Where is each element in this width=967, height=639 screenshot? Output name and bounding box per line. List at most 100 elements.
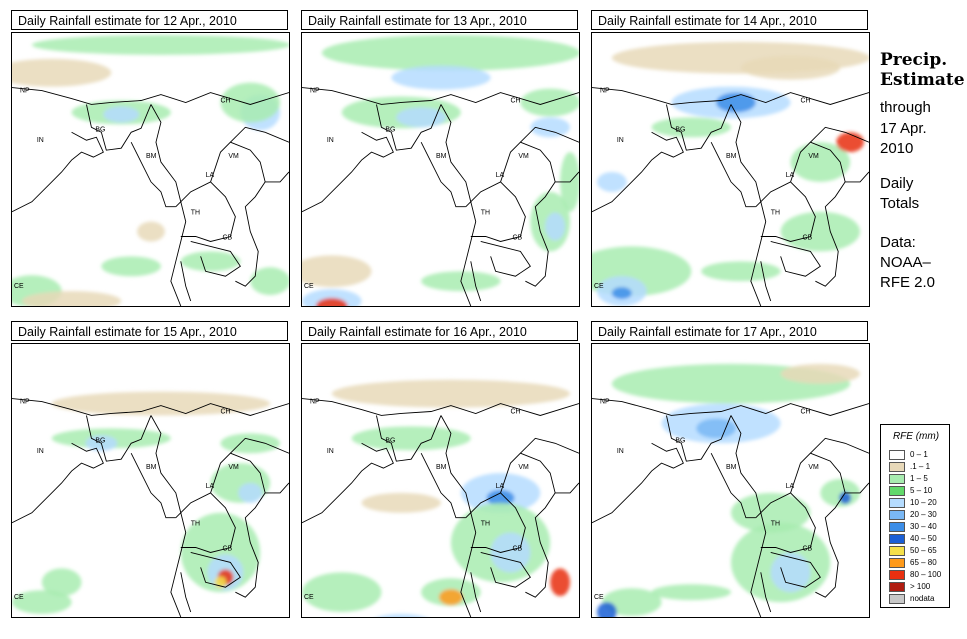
country-label-ce: CE <box>14 594 24 601</box>
country-label-ce: CE <box>304 594 314 601</box>
panel-title: Daily Rainfall estimate for 12 Apr., 201… <box>11 10 288 30</box>
country-label-cb: CB <box>512 234 522 241</box>
map-canvas: NP CH BG IN BM VM LA TH CB CE <box>12 391 289 617</box>
country-border <box>180 261 192 302</box>
country-label-la: LA <box>206 483 215 490</box>
country-label-th: TH <box>191 210 200 217</box>
country-label-bm: BM <box>726 464 737 471</box>
legend-swatch <box>889 557 905 568</box>
country-border <box>760 492 816 553</box>
country-label-np: NP <box>20 399 30 406</box>
country-border <box>592 398 869 416</box>
country-label-ce: CE <box>594 283 604 290</box>
legend-label: .1 – 1 <box>910 462 931 471</box>
country-border <box>302 87 579 105</box>
legend-swatch <box>889 509 905 520</box>
country-label-bg: BG <box>675 437 685 444</box>
country-border <box>760 572 772 613</box>
country-label-th: TH <box>191 521 200 528</box>
country-label-ch: CH <box>220 97 230 104</box>
country-border <box>180 492 236 553</box>
country-label-cb: CB <box>512 545 522 552</box>
country-label-np: NP <box>310 88 320 95</box>
legend-swatch <box>889 581 905 592</box>
country-label-in: IN <box>617 448 624 455</box>
country-label-bm: BM <box>726 153 737 160</box>
country-border <box>86 415 152 462</box>
country-border <box>230 437 289 454</box>
rainfall-area <box>601 588 662 617</box>
country-label-vm: VM <box>228 464 239 471</box>
country-border <box>265 482 289 494</box>
legend-item: 40 – 50 <box>889 533 937 545</box>
rainfall-area <box>730 492 811 533</box>
country-label-bg: BG <box>385 437 395 444</box>
country-border <box>150 415 187 617</box>
country-border <box>710 142 756 208</box>
legend-swatch <box>889 521 905 532</box>
legend-label: 40 – 50 <box>910 534 937 543</box>
country-border <box>12 131 104 213</box>
side-data-line2: NOAA– <box>880 254 931 271</box>
country-border <box>810 126 869 143</box>
country-border <box>130 453 176 519</box>
rfe-legend: RFE (mm) 0 – 1 .1 – 1 1 – 5 5 – 10 10 – 20 20… <box>880 424 950 608</box>
side-title-line1: Precip. <box>880 50 948 70</box>
country-label-in: IN <box>327 448 334 455</box>
rainfall-area <box>41 568 82 597</box>
side-date: 17 Apr. 2010 <box>880 119 927 159</box>
country-border <box>845 171 869 183</box>
country-label-np: NP <box>310 399 320 406</box>
country-border <box>470 261 482 302</box>
side-through: through <box>880 99 931 116</box>
country-border <box>555 171 579 183</box>
rainfall-area <box>31 34 289 55</box>
country-label-in: IN <box>37 137 44 144</box>
rainfall-area <box>770 552 811 593</box>
map-canvas: NP CH BG IN BM VM LA TH CB CE <box>302 34 579 306</box>
country-label-la: LA <box>206 172 215 179</box>
country-label-ce: CE <box>304 283 314 290</box>
rainfall-area <box>530 117 571 138</box>
legend-label: nodata <box>910 594 935 603</box>
country-borders <box>302 398 579 617</box>
rainfall-map: NP CH BG IN BM VM LA TH CB CE <box>301 32 580 307</box>
legend-item: 5 – 10 <box>889 485 932 497</box>
legend-item: 20 – 30 <box>889 509 937 521</box>
rainfall-map: NP CH BG IN BM VM LA TH CB CE <box>591 343 870 618</box>
country-border <box>480 241 531 277</box>
country-border <box>150 104 187 306</box>
rainfall-map: NP CH BG IN BM VM LA TH CB CE <box>11 32 290 307</box>
rainfall-area <box>550 568 571 597</box>
legend-swatch <box>889 497 905 508</box>
rainfall-area <box>611 287 632 300</box>
country-border <box>755 452 846 598</box>
rainfall-area <box>103 106 140 123</box>
map-canvas: NP CH BG IN BM VM LA TH CB CE <box>12 34 289 306</box>
country-label-in: IN <box>617 137 624 144</box>
country-label-la: LA <box>496 483 505 490</box>
country-label-cb: CB <box>222 234 232 241</box>
rainfall-area <box>545 212 566 241</box>
rainfall-area <box>331 379 571 408</box>
country-borders <box>302 87 579 306</box>
legend-swatch <box>889 533 905 544</box>
side-data-line1: Data: <box>880 234 916 251</box>
country-label-ce: CE <box>594 594 604 601</box>
legend-item: 30 – 40 <box>889 521 937 533</box>
country-border <box>760 261 772 302</box>
country-border <box>470 181 526 242</box>
rainfall-area <box>651 117 731 138</box>
country-label-vm: VM <box>228 153 239 160</box>
side-title: Precip. Estimate <box>880 50 965 90</box>
country-borders <box>592 87 869 306</box>
country-label-th: TH <box>771 521 780 528</box>
legend-item: 65 – 80 <box>889 557 937 569</box>
rainfall-area <box>391 65 491 90</box>
country-label-np: NP <box>600 399 610 406</box>
panel-title: Daily Rainfall estimate for 14 Apr., 201… <box>591 10 868 30</box>
country-label-th: TH <box>481 521 490 528</box>
country-border <box>12 442 104 524</box>
country-borders <box>12 398 289 617</box>
country-border <box>420 453 466 519</box>
